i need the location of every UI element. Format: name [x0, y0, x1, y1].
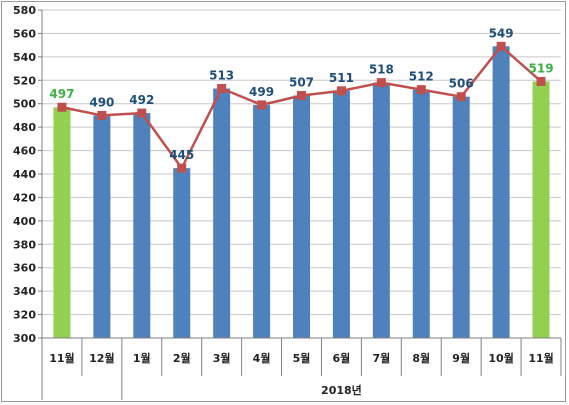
bar — [452, 96, 470, 338]
bar — [332, 90, 350, 338]
data-label: 492 — [129, 93, 154, 107]
x-tick-label: 10월 — [488, 351, 513, 365]
y-tick-label: 320 — [13, 309, 36, 322]
data-label: 512 — [409, 70, 434, 84]
line-marker — [297, 91, 306, 101]
group-label: 2018년 — [321, 383, 362, 397]
trend-line — [57, 41, 546, 173]
y-tick-label: 360 — [13, 262, 36, 275]
y-tick-label: 480 — [13, 121, 36, 134]
y-tick-label: 520 — [13, 74, 36, 87]
y-tick-label: 380 — [13, 238, 36, 251]
y-tick-label: 460 — [13, 145, 36, 158]
data-label: 518 — [369, 63, 394, 77]
y-tick-label: 540 — [13, 51, 36, 64]
x-tick-label: 11월 — [528, 351, 553, 365]
line-marker — [57, 102, 67, 112]
x-tick-label: 12월 — [89, 351, 114, 365]
line-marker — [376, 78, 386, 88]
data-label: 497 — [49, 87, 74, 101]
line-marker — [536, 76, 546, 86]
data-label: 506 — [449, 77, 474, 91]
data-label: 511 — [329, 71, 354, 85]
y-tick-label: 300 — [13, 332, 36, 345]
line-marker — [257, 100, 267, 110]
x-tick-label: 2월 — [173, 351, 191, 365]
line-marker — [456, 92, 466, 102]
x-tick-label: 5월 — [293, 351, 311, 365]
bar — [492, 46, 510, 339]
gridlines — [42, 9, 561, 339]
x-tick-label: 1월 — [133, 351, 151, 365]
y-tick-label: 580 — [13, 4, 36, 17]
x-axis: 11월 12월 1월 2월 3월 4월 5월 6월 7월 8월 9월 10월 11월 2018년 — [41, 337, 562, 400]
line-marker — [97, 110, 107, 120]
y-axis: 300 320 340 360 380 400 420 440 460 480 500 520 540 5… — [13, 4, 43, 345]
y-tick-label: 560 — [13, 27, 36, 40]
bars — [53, 46, 550, 339]
line-marker — [416, 85, 426, 95]
data-label: 513 — [209, 68, 234, 82]
data-label: 507 — [289, 76, 314, 90]
data-label: 490 — [89, 95, 114, 109]
x-tick-label: 7월 — [372, 351, 390, 365]
bar — [173, 168, 191, 338]
data-label: 445 — [169, 148, 194, 162]
y-tick-label: 340 — [13, 285, 36, 298]
data-label: 499 — [249, 85, 274, 99]
bar — [213, 88, 231, 338]
line-marker — [177, 163, 187, 173]
x-tick-label: 11월 — [49, 351, 74, 365]
x-tick-label: 3월 — [213, 351, 231, 365]
line-marker — [496, 41, 506, 51]
line-marker — [137, 108, 147, 118]
x-tick-label: 4월 — [253, 351, 271, 365]
data-label: 549 — [489, 26, 514, 40]
line-marker — [336, 86, 346, 96]
x-tick-label: 6월 — [333, 351, 351, 365]
bar — [412, 89, 430, 339]
y-tick-label: 440 — [13, 168, 36, 181]
y-tick-label: 400 — [13, 215, 36, 228]
bar-highlight — [532, 81, 550, 338]
x-tick-label: 9월 — [452, 351, 470, 365]
bar — [253, 104, 271, 338]
bar — [133, 113, 151, 338]
data-label: 519 — [529, 61, 554, 75]
bar — [93, 115, 111, 338]
y-tick-label: 420 — [13, 191, 36, 204]
bar-highlight — [53, 107, 71, 338]
data-labels: 497 490 492 445 513 499 507 511 518 512 506 549 519 — [49, 26, 553, 162]
y-tick-label: 500 — [13, 98, 36, 111]
bar — [293, 95, 310, 338]
line-marker — [217, 83, 227, 93]
bar — [372, 82, 390, 338]
x-tick-label: 8월 — [412, 351, 430, 365]
